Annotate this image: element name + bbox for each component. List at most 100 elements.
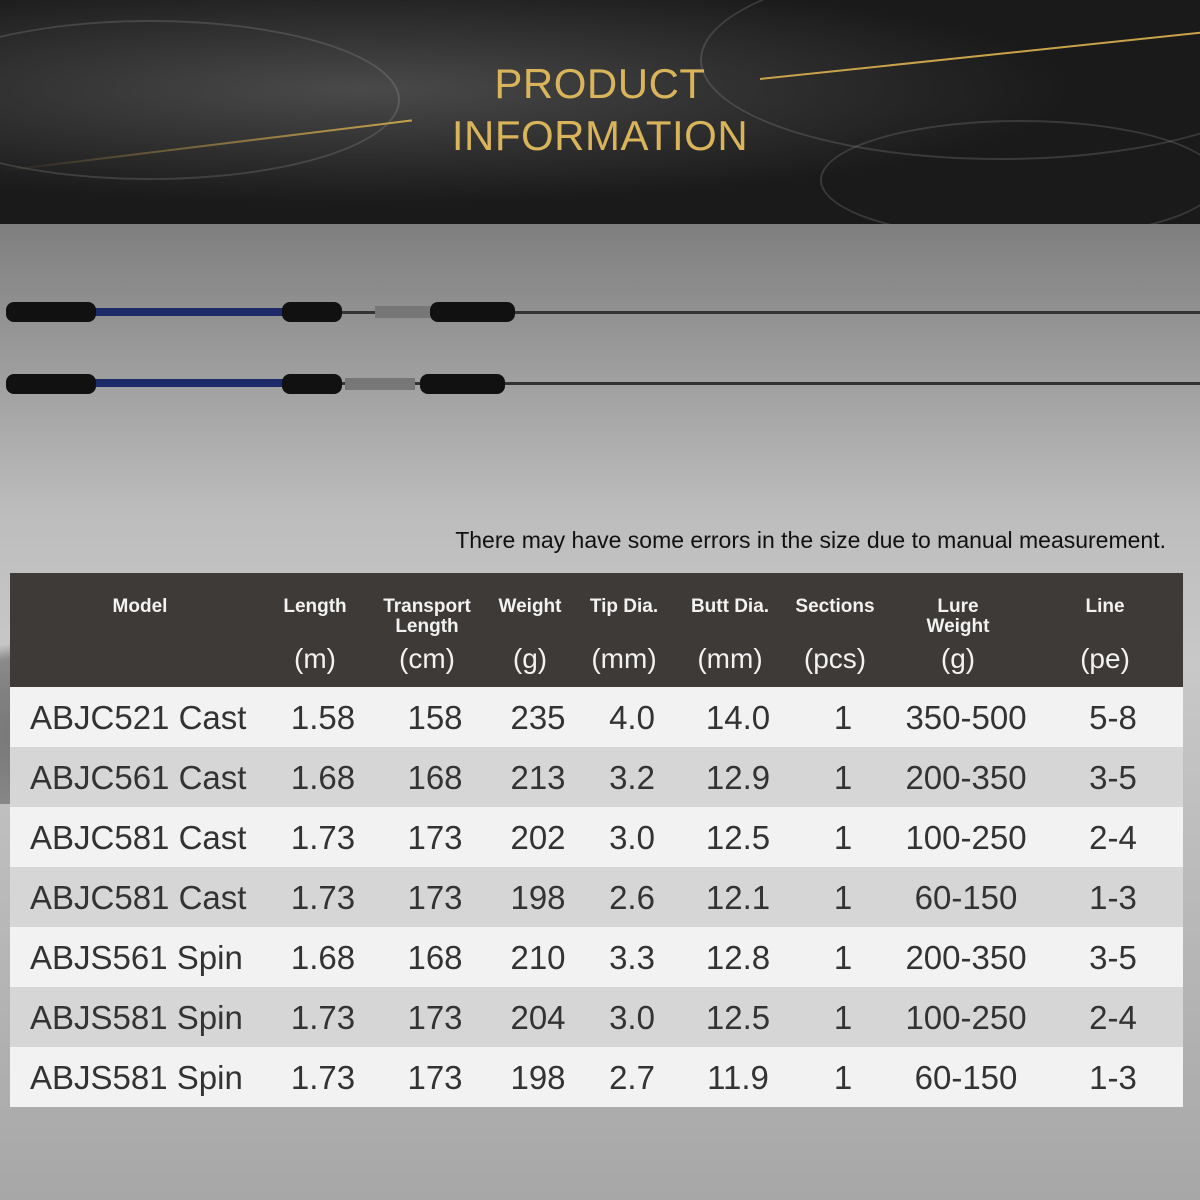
rod-blank <box>90 379 290 387</box>
table-cell: 1 <box>833 879 853 916</box>
table-cell: 2.7 <box>609 1059 655 1096</box>
column-unit: (pcs) <box>803 643 867 674</box>
table-cell: 12.1 <box>705 879 771 916</box>
table-cell: 1.68 <box>290 939 356 976</box>
table-cell: 1.73 <box>290 879 356 916</box>
table-cell: 12.5 <box>705 819 771 856</box>
table-cell: 173 <box>407 999 463 1036</box>
table-cell: 168 <box>407 939 463 976</box>
table-cell: 3.0 <box>609 819 655 856</box>
rod-casting <box>10 311 1200 314</box>
table-row: ABJS561 Spin 1.68 168 210 3.3 12.8 1 200-350 3-5 <box>10 927 1183 987</box>
table-cell: 1-3 <box>1089 879 1137 916</box>
table-cell: 158 <box>407 699 463 736</box>
table-cell: 1.73 <box>290 819 356 856</box>
table-cell: 14.0 <box>705 699 771 736</box>
table-row: ABJS581 Spin 1.73 173 198 2.7 11.9 1 60-150 1-3 <box>10 1047 1183 1107</box>
table-cell: 4.0 <box>609 699 655 736</box>
table-cell: 3.0 <box>609 999 655 1036</box>
table-cell: 60-150 <box>914 879 1018 916</box>
column-header: Model <box>112 596 168 617</box>
rod-grip <box>282 374 342 394</box>
column-header: Sections <box>795 596 875 617</box>
table-cell: 2-4 <box>1089 999 1137 1036</box>
table-row: ABJC581 Cast 1.73 173 202 3.0 12.5 1 100-250 2-4 <box>10 807 1183 867</box>
table-cell: 2-4 <box>1089 819 1137 856</box>
table-cell: 3.2 <box>609 759 655 796</box>
table-cell: 202 <box>510 819 566 856</box>
table-cell: 204 <box>510 999 566 1036</box>
table-cell: 5-8 <box>1089 699 1137 736</box>
table-cell: ABJC581 Cast <box>30 879 247 916</box>
table-cell: 1 <box>833 819 853 856</box>
table-cell: 12.8 <box>705 939 771 976</box>
table-cell: ABJC581 Cast <box>30 819 247 856</box>
column-header: Line <box>1085 596 1125 617</box>
table-cell: 1.58 <box>290 699 356 736</box>
table-cell: ABJC521 Cast <box>30 699 247 736</box>
table-cell: 100-250 <box>905 819 1027 856</box>
title-line-2: INFORMATION <box>451 112 749 159</box>
rod-grip <box>420 374 505 394</box>
table-cell: 3-5 <box>1089 939 1137 976</box>
table-cell: 168 <box>407 759 463 796</box>
table-cell: 1.73 <box>290 999 356 1036</box>
rod-blank <box>90 308 290 316</box>
table-cell: 12.9 <box>705 759 771 796</box>
column-header: Length <box>283 596 347 617</box>
table-cell: 3-5 <box>1089 759 1137 796</box>
table-cell: 1.73 <box>290 1059 356 1096</box>
table-cell: ABJS581 Spin <box>30 999 243 1036</box>
table-cell: 173 <box>407 819 463 856</box>
table-cell: 235 <box>510 699 566 736</box>
column-unit: (mm) <box>591 643 657 674</box>
spec-table: Model Length (m) Transport Length (cm) Weight… <box>10 573 1183 1107</box>
table-cell: 1 <box>833 999 853 1036</box>
table-row: ABJC561 Cast 1.68 168 213 3.2 12.9 1 200-350 3-5 <box>10 747 1183 807</box>
column-unit: (m) <box>294 643 336 674</box>
rod-grip <box>282 302 342 322</box>
table-cell: 3.3 <box>609 939 655 976</box>
rod-grip <box>430 302 515 322</box>
column-unit: (g) <box>512 643 548 674</box>
table-cell: ABJS581 Spin <box>30 1059 243 1096</box>
table-cell: 1 <box>833 939 853 976</box>
measurement-note: There may have some errors in the size d… <box>455 527 1166 553</box>
table-cell: 12.5 <box>705 999 771 1036</box>
column-unit: (g) <box>940 643 976 674</box>
table-cell: 198 <box>510 879 566 916</box>
column-header: Tip Dia. <box>589 596 659 617</box>
table-row: ABJC581 Cast 1.73 173 198 2.6 12.1 1 60-150 1-3 <box>10 867 1183 927</box>
table-row: ABJC521 Cast 1.58 158 235 4.0 14.0 1 350-500 5-8 <box>10 687 1183 747</box>
table-cell: 213 <box>510 759 566 796</box>
table-cell: 173 <box>407 879 463 916</box>
rod-grip <box>6 374 96 394</box>
column-unit: (pe) <box>1080 643 1130 674</box>
wave-texture <box>820 120 1200 224</box>
column-header: Transport Length <box>383 596 471 637</box>
table-cell: 2.6 <box>609 879 655 916</box>
page-title: PRODUCT INFORMATION <box>0 58 1200 162</box>
table-cell: 200-350 <box>905 939 1027 976</box>
column-unit: (mm) <box>697 643 763 674</box>
header-banner: PRODUCT INFORMATION <box>0 0 1200 224</box>
table-cell: 1.68 <box>290 759 356 796</box>
table-cell: 350-500 <box>905 699 1027 736</box>
table-cell: ABJC561 Cast <box>30 759 247 796</box>
table-cell: 198 <box>510 1059 566 1096</box>
table-cell: 210 <box>510 939 566 976</box>
table-cell: 200-350 <box>905 759 1027 796</box>
table-row: ABJS581 Spin 1.73 173 204 3.0 12.5 1 100-250 2-4 <box>10 987 1183 1047</box>
table-cell: 1 <box>833 699 853 736</box>
reel-seat <box>345 378 415 390</box>
table-cell: 1 <box>833 1059 853 1096</box>
column-header: Lure Weight <box>926 596 990 637</box>
table-cell: 60-150 <box>914 1059 1018 1096</box>
column-unit: (cm) <box>399 643 455 674</box>
title-line-1: PRODUCT <box>494 60 706 107</box>
table-cell: ABJS561 Spin <box>30 939 243 976</box>
table-cell: 11.9 <box>707 1059 769 1096</box>
table-header: Model Length (m) Transport Length (cm) Weight… <box>10 573 1183 687</box>
table-cell: 100-250 <box>905 999 1027 1036</box>
table-cell: 173 <box>407 1059 463 1096</box>
